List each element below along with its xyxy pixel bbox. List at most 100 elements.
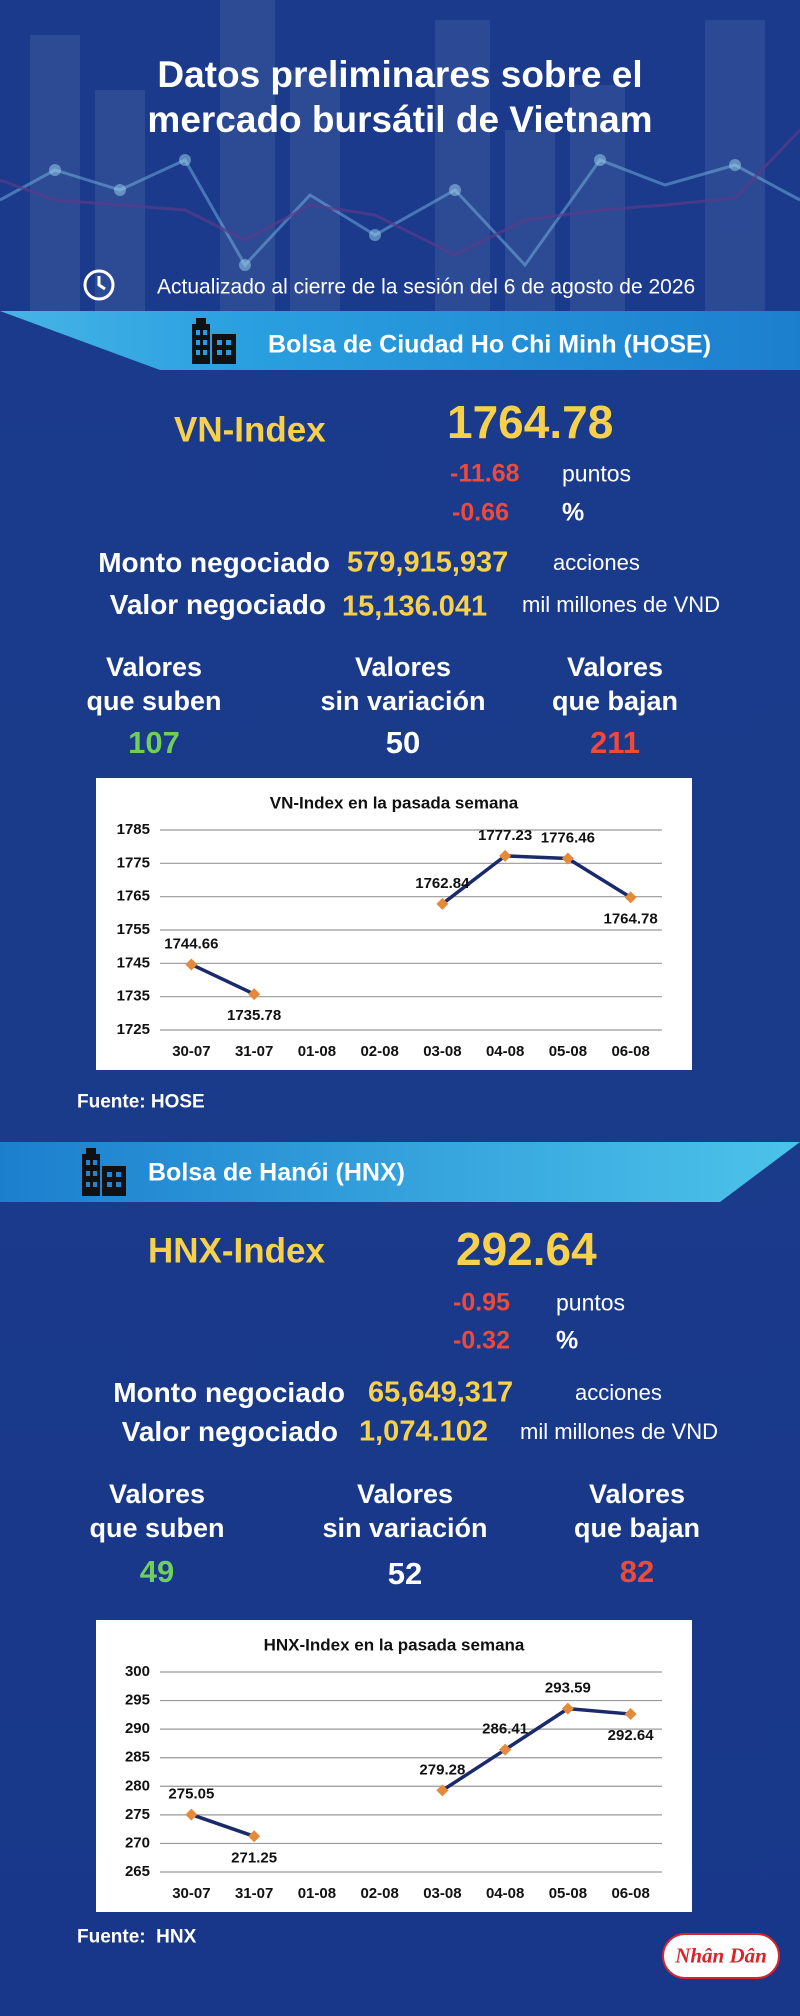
advancers-label: Valores que suben bbox=[37, 1477, 277, 1545]
clock-icon bbox=[83, 269, 115, 301]
label-line: Valores bbox=[108, 1479, 206, 1509]
hose-banner bbox=[0, 311, 800, 370]
decliners-label: Valores que bajan bbox=[495, 650, 735, 718]
marker bbox=[499, 849, 512, 862]
data-label: 293.59 bbox=[545, 1680, 591, 1697]
volume: 65,649,317 bbox=[368, 1376, 514, 1409]
hnx-banner bbox=[0, 1142, 800, 1202]
y-tick-label: 280 bbox=[125, 1777, 150, 1794]
y-tick-label: 270 bbox=[125, 1834, 150, 1851]
logo: Nhân Dân bbox=[675, 1943, 767, 1968]
volume: 579,915,937 bbox=[347, 546, 509, 579]
y-tick-label: 265 bbox=[125, 1863, 150, 1880]
volume-label: Monto negociado bbox=[98, 547, 330, 578]
title: Datos preliminares sobre el mercado burs… bbox=[147, 54, 653, 140]
value-unit: mil millones de VND bbox=[522, 592, 721, 617]
x-tick-label: 03-08 bbox=[423, 1043, 461, 1060]
x-tick-label: 30-07 bbox=[172, 1885, 210, 1902]
x-tick-label: 05-08 bbox=[549, 1043, 587, 1060]
label-line: que bajan bbox=[551, 686, 679, 716]
y-tick-label: 295 bbox=[125, 1692, 150, 1709]
series-line bbox=[190, 962, 255, 996]
x-tick-label: 05-08 bbox=[549, 1885, 587, 1902]
traded-value: 1,074.102 bbox=[359, 1415, 489, 1448]
x-tick-label: 31-07 bbox=[235, 1885, 273, 1902]
marker bbox=[185, 1808, 198, 1821]
change-points: -0.95 bbox=[453, 1288, 510, 1317]
y-tick-label: 1745 bbox=[117, 954, 150, 971]
marker bbox=[436, 897, 449, 910]
percent-unit: % bbox=[562, 498, 585, 527]
label-line: Valores bbox=[566, 652, 664, 682]
header-decoration bbox=[0, 0, 800, 320]
series-line bbox=[441, 854, 632, 906]
y-tick-label: 300 bbox=[125, 1663, 150, 1680]
x-tick-label: 04-08 bbox=[486, 1885, 524, 1902]
value-label: Valor negociado bbox=[121, 1416, 338, 1447]
data-label: 1735.78 bbox=[227, 1007, 281, 1024]
decliners: 82 bbox=[619, 1554, 655, 1589]
unchanged: 50 bbox=[385, 725, 421, 760]
points-unit: puntos bbox=[556, 1289, 626, 1316]
percent-unit: % bbox=[556, 1326, 579, 1355]
source: Fuente: HNX bbox=[77, 1926, 197, 1948]
x-tick-label: 06-08 bbox=[611, 1885, 649, 1902]
x-tick-label: 04-08 bbox=[486, 1043, 524, 1060]
change-percent: -0.32 bbox=[453, 1326, 510, 1355]
data-label: 286.41 bbox=[482, 1721, 528, 1738]
volume-label: Monto negociado bbox=[113, 1377, 345, 1408]
x-tick-label: 03-08 bbox=[423, 1885, 461, 1902]
source: Fuente: HOSE bbox=[77, 1091, 205, 1113]
y-tick-label: 285 bbox=[125, 1749, 150, 1766]
traded-value: 15,136.041 bbox=[342, 590, 488, 623]
label-line: que bajan bbox=[573, 1513, 701, 1543]
advancers-label: Valores que suben bbox=[34, 650, 274, 718]
data-label: 1764.78 bbox=[604, 910, 658, 927]
x-tick-label: 31-07 bbox=[235, 1043, 273, 1060]
section-heading: Bolsa de Ciudad Ho Chi Minh (HOSE) bbox=[268, 330, 712, 359]
data-label: 1776.46 bbox=[541, 829, 595, 846]
x-tick-label: 01-08 bbox=[298, 1885, 336, 1902]
unchanged-label: Valores sin variación bbox=[283, 650, 523, 718]
index-value: 1764.78 bbox=[447, 396, 614, 448]
line-chart: VN-Index en la pasada semana 1725 1735 1745… bbox=[96, 778, 692, 1070]
index-name: HNX-Index bbox=[148, 1231, 325, 1271]
data-label: 1744.66 bbox=[164, 935, 218, 952]
decliners-label: Valores que bajan bbox=[517, 1477, 757, 1545]
unchanged: 52 bbox=[387, 1556, 423, 1591]
index-value: 292.64 bbox=[456, 1223, 597, 1275]
line-chart: HNX-Index en la pasada semana 265 270 275 28… bbox=[96, 1620, 692, 1912]
volume-unit: acciones bbox=[575, 1380, 662, 1405]
x-tick-label: 02-08 bbox=[360, 1885, 398, 1902]
data-label: 271.25 bbox=[231, 1849, 277, 1866]
label-line: Valores bbox=[354, 652, 452, 682]
y-tick-label: 1765 bbox=[117, 888, 150, 905]
advancers: 107 bbox=[128, 725, 180, 760]
series-line bbox=[190, 1812, 255, 1838]
marker bbox=[248, 1830, 261, 1843]
advancers: 49 bbox=[139, 1554, 175, 1589]
marker bbox=[561, 1702, 574, 1715]
label-line: que suben bbox=[86, 686, 222, 716]
series-line bbox=[441, 1706, 631, 1792]
y-tick-label: 1755 bbox=[117, 921, 150, 938]
data-label: 1777.23 bbox=[478, 827, 532, 844]
label-line: sin variación bbox=[320, 686, 486, 716]
unchanged-label: Valores sin variación bbox=[285, 1477, 525, 1545]
marker bbox=[185, 958, 198, 971]
data-label: 1762.84 bbox=[415, 875, 470, 892]
marker bbox=[624, 891, 637, 904]
data-label: 279.28 bbox=[419, 1761, 465, 1778]
label-line: que suben bbox=[89, 1513, 225, 1543]
marker bbox=[561, 852, 574, 865]
label-line: sin variación bbox=[322, 1513, 488, 1543]
updated-note: Actualizado al cierre de la sesión del 6… bbox=[157, 275, 696, 299]
y-tick-label: 1735 bbox=[117, 988, 150, 1005]
data-label: 292.64 bbox=[608, 1727, 655, 1744]
change-percent: -0.66 bbox=[452, 498, 509, 527]
value-label: Valor negociado bbox=[109, 589, 326, 620]
y-tick-label: 275 bbox=[125, 1806, 150, 1823]
decliners: 211 bbox=[589, 725, 640, 760]
y-tick-label: 290 bbox=[125, 1720, 150, 1737]
